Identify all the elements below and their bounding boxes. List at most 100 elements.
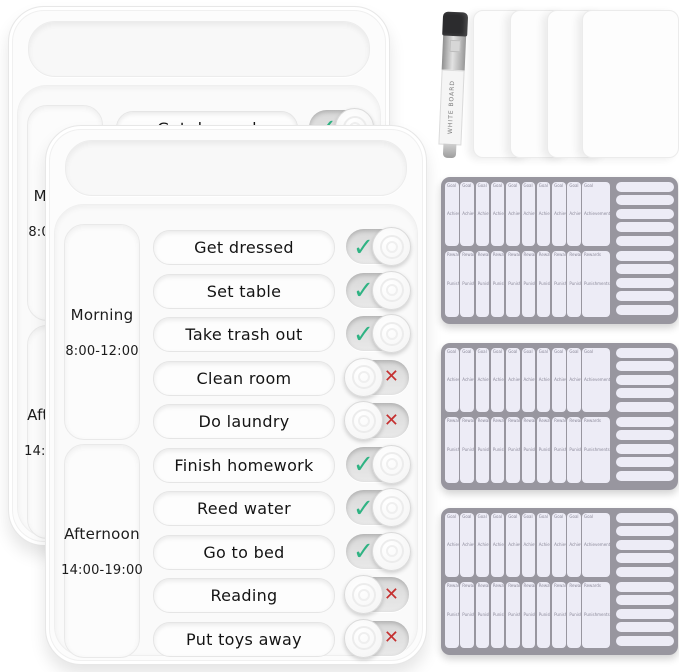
knob-ring [379, 321, 404, 346]
sticker-word: Achievements [492, 211, 505, 217]
toggle-knob[interactable] [372, 227, 411, 266]
toggle-knob[interactable] [344, 401, 383, 440]
task-label: Finish homework [174, 455, 314, 475]
sticker-word: Rewards [569, 418, 581, 423]
sticker-label-rewards: Rewards Punishments [582, 251, 610, 317]
task-toggle[interactable]: ✓ [346, 314, 411, 353]
sticker-word: Punishments [584, 612, 610, 618]
board-name-slot [65, 140, 407, 196]
sticker-word: Goal [569, 514, 579, 519]
knob-ring [351, 626, 376, 650]
knob-ring [379, 278, 404, 302]
knob-ring [379, 539, 404, 563]
sticker-word: Achievements [477, 377, 490, 383]
task-toggle[interactable]: ✓ [346, 444, 411, 484]
task-toggle[interactable]: ✕ [344, 401, 409, 440]
sticker-label-rewards: Rewards Punishments [506, 417, 520, 483]
sticker-strip [616, 195, 674, 206]
sticker-label-rewards: Rewards Punishments [475, 251, 490, 317]
sticker-label-goal: Goal Achievements [475, 513, 490, 577]
sticker-word: Rewards [508, 583, 520, 588]
sticker-label-rewards: Rewards Punishments [567, 251, 581, 317]
sticker-word: Punishments [538, 447, 551, 453]
sticker-label-goal: Goal Achievements [506, 513, 520, 577]
task-toggle[interactable]: ✓ [346, 270, 411, 310]
sticker-word: Rewards [508, 252, 520, 257]
sticker-word: Goal [523, 349, 533, 354]
knob-core [385, 327, 398, 340]
sticker-label-rewards: Rewards Punishments [536, 582, 551, 648]
sticker-strip [616, 222, 674, 233]
sticker-word: Rewards [523, 252, 536, 257]
sticker-label-goal: Goal Achievements [445, 182, 459, 246]
sticker-word: Punishments [569, 612, 581, 618]
sticker-label-goal: Goal Achievements [582, 182, 610, 246]
toggle-knob[interactable] [372, 314, 411, 353]
check-icon: ✓ [353, 319, 374, 348]
sticker-word: Rewards [477, 583, 490, 588]
sticker-word: Rewards [538, 583, 551, 588]
sticker-strip [616, 608, 674, 619]
sticker-word: Goal [569, 183, 579, 188]
sticker-word: Goal [462, 514, 472, 519]
check-icon: ✓ [353, 536, 374, 566]
sticker-label-goal: Goal Achievements [490, 182, 505, 246]
toggle-knob[interactable] [372, 488, 411, 527]
sticker-word: Punishments [554, 281, 566, 287]
sticker-word: Punishments [554, 447, 566, 453]
knob-core [357, 632, 370, 644]
sticker-strip [616, 235, 674, 246]
sticker-label-rewards: Rewards Punishments [506, 251, 520, 317]
task-toggle[interactable]: ✕ [344, 357, 409, 397]
toggle-knob[interactable] [372, 444, 411, 484]
task-toggle[interactable]: ✕ [344, 575, 409, 614]
sticker-word: Achievements [508, 542, 520, 548]
time-block-afternoon: Afternoon 14:00-19:00 [61, 444, 143, 658]
sticker-word: Rewards [554, 418, 566, 423]
sticker-label-rewards: Rewards Punishments [475, 417, 490, 483]
task-toggle[interactable]: ✓ [346, 531, 411, 571]
sticker-sheet: Goal Achievements Rewards Punishments Goal Ac… [441, 177, 678, 324]
sticker-label-rewards: Rewards Punishments [582, 417, 610, 483]
knob-core [385, 458, 398, 470]
task-toggle[interactable]: ✓ [346, 227, 411, 266]
knob-ring [351, 408, 376, 433]
toggle-knob[interactable] [372, 531, 411, 571]
knob-core [385, 545, 398, 557]
knob-ring [379, 495, 404, 520]
sticker-label-goal: Goal Achievements [460, 182, 474, 246]
check-icon: ✓ [353, 275, 374, 305]
sticker-label-rewards: Rewards Punishments [445, 251, 459, 317]
sticker-strip [616, 526, 674, 537]
blank-card [582, 10, 679, 158]
sticker-word: Achievements [569, 377, 581, 383]
x-icon: ✕ [383, 627, 399, 648]
toggle-knob[interactable] [344, 357, 383, 397]
task-toggle[interactable]: ✓ [346, 488, 411, 527]
sticker-label-goal: Goal Achievements [445, 348, 459, 412]
toggle-knob[interactable] [344, 575, 383, 614]
sticker-word: Punishments [569, 447, 581, 453]
task-pill: Set table [153, 273, 335, 309]
sticker-word: Rewards [508, 418, 520, 423]
sticker-word: Goal [447, 183, 457, 188]
knob-core [357, 588, 370, 601]
sticker-word: Punishments [523, 281, 536, 287]
knob-ring [379, 452, 404, 476]
sticker-word: Achievements [523, 377, 536, 383]
toggle-knob[interactable] [344, 618, 383, 658]
sticker-word: Goal [477, 514, 487, 519]
x-icon: ✕ [383, 409, 399, 431]
marker-body: WHITE BOARD [438, 69, 465, 146]
sticker-strip [616, 361, 674, 372]
task-toggle[interactable]: ✕ [344, 618, 409, 658]
toggle-knob[interactable] [372, 270, 411, 310]
task-pill: Clean room [153, 360, 335, 396]
marker-tip [442, 143, 457, 159]
sticker-strip [616, 348, 674, 358]
sticker-strip [616, 304, 674, 315]
sticker-label-goal: Goal Achievements [506, 182, 520, 246]
sticker-word: Achievements [554, 211, 566, 217]
sticker-label-rewards: Rewards Punishments [521, 417, 535, 483]
task-label: Put toys away [186, 629, 302, 649]
